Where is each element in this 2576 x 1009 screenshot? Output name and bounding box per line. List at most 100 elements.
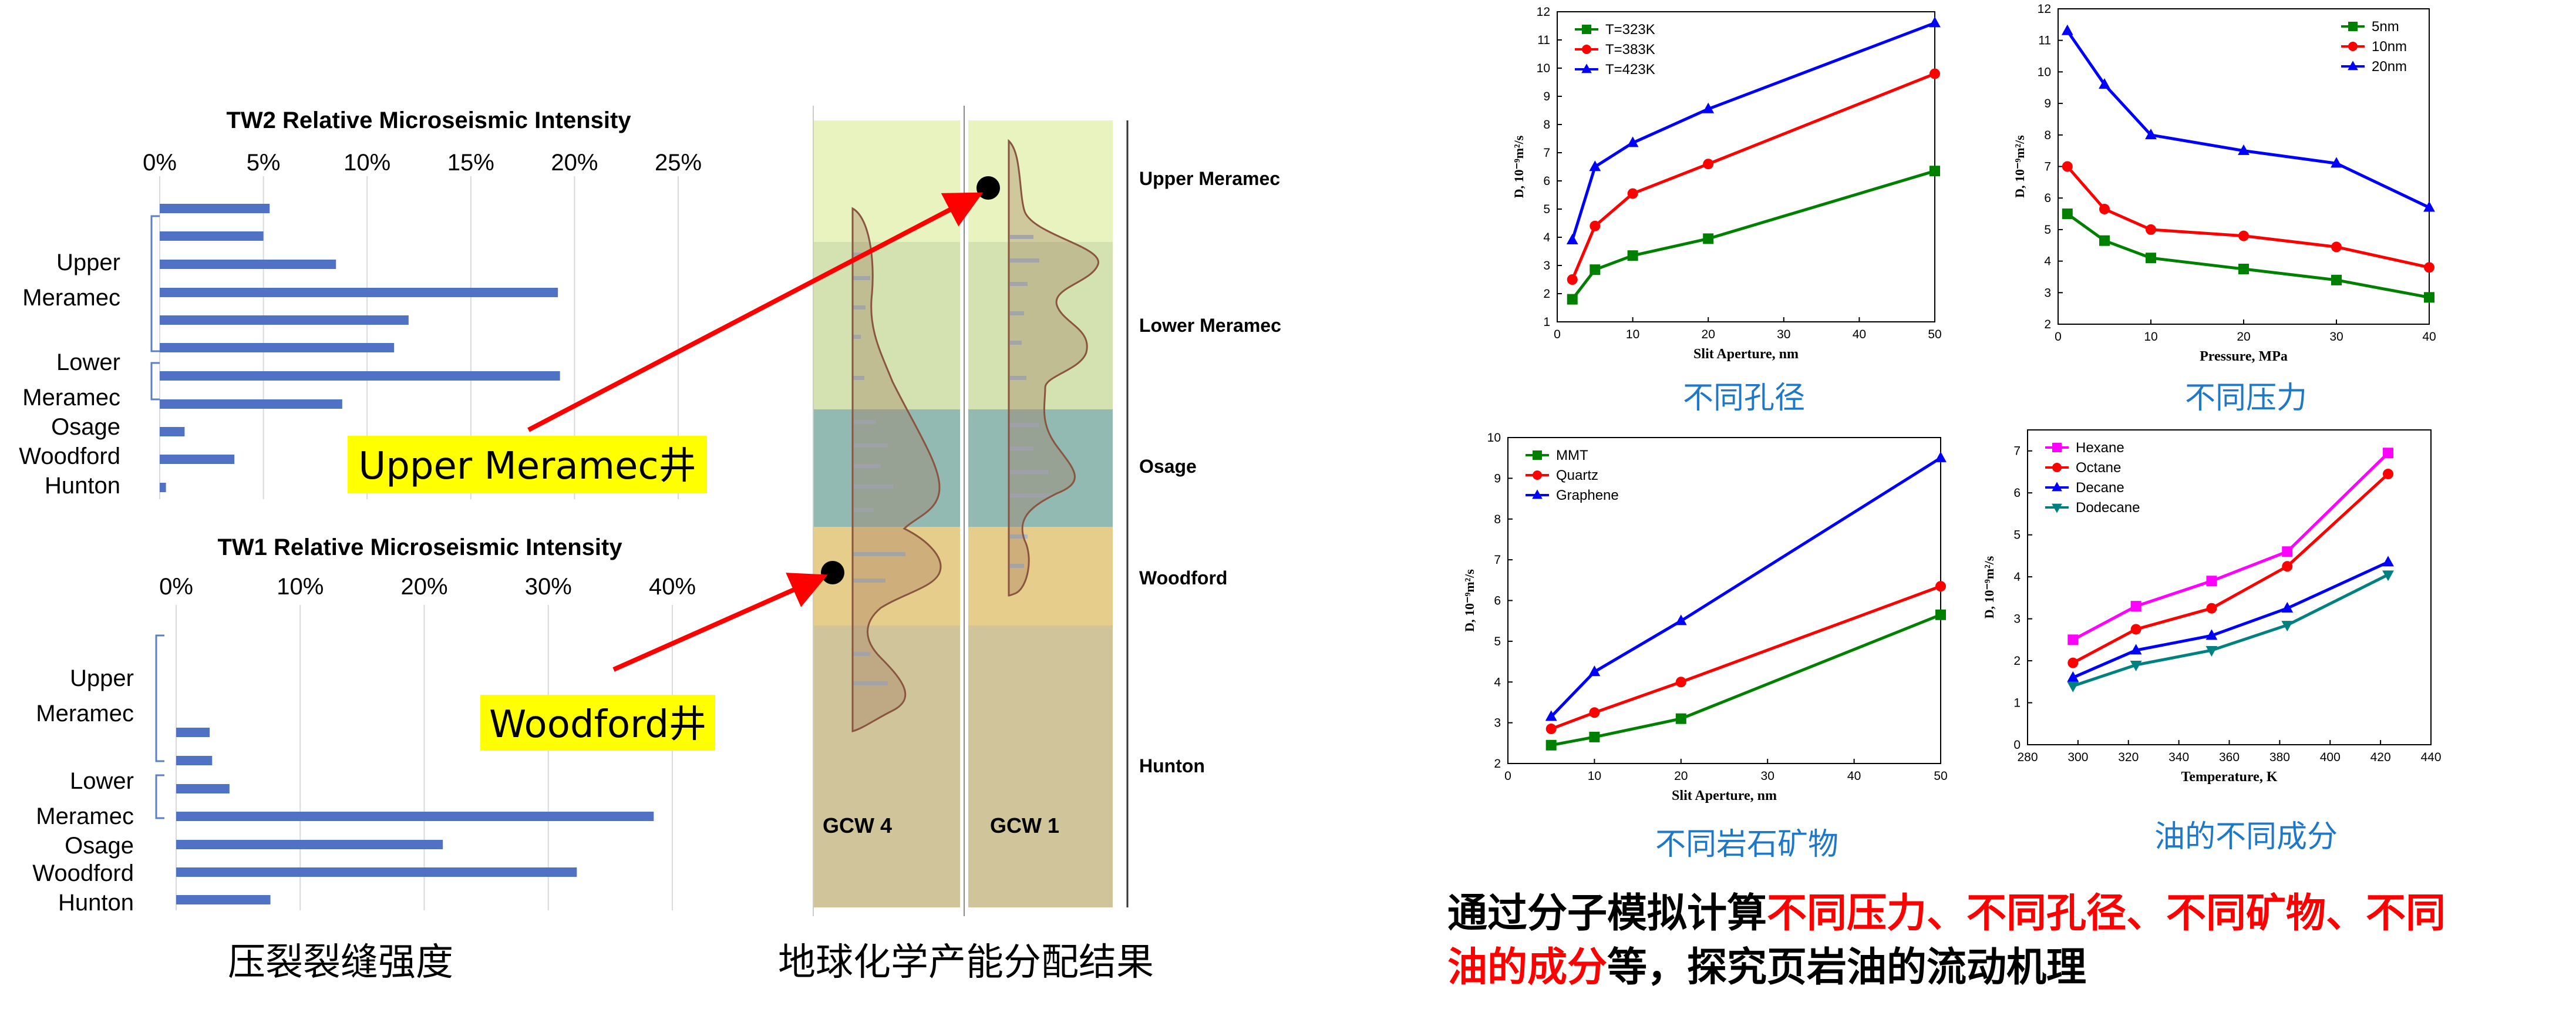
tw1-zone-label-woodford: Woodford: [32, 860, 134, 886]
data-point: [2382, 570, 2394, 581]
conclusion-red-1: 不同压力、不同孔径、不同矿物、不同: [1767, 890, 2446, 937]
x-tick-label: 40: [1853, 328, 1866, 341]
data-point: [1545, 739, 1557, 751]
x-tick-label: 30: [1761, 769, 1774, 783]
data-point: [1581, 63, 1592, 73]
data-point: [2205, 629, 2218, 640]
woodford-callout-bg: [480, 695, 715, 751]
data-point: [2331, 157, 2342, 168]
legend-label: Octane: [2076, 460, 2121, 476]
y-tick-label: 7: [1494, 553, 1501, 567]
data-point: [2067, 657, 2079, 668]
tw1-gridlines: [176, 605, 673, 910]
y-tick-label: 6: [1543, 174, 1550, 188]
series-line: [2072, 573, 2389, 688]
tw1-zone-label-meramec: Meramec: [36, 701, 134, 727]
data-point: [2282, 561, 2293, 572]
woodford-callout: Woodford井: [489, 703, 706, 746]
y-tick-label: 10: [2038, 65, 2051, 79]
data-point: [1567, 294, 1578, 305]
x-tick-label: 20: [1674, 769, 1688, 783]
data-point: [2052, 463, 2062, 472]
data-point: [1588, 665, 1601, 677]
data-point: [2130, 624, 2141, 635]
legend-label: 5nm: [2372, 19, 2399, 35]
data-point: [2067, 681, 2079, 692]
tw2-zone-label-meramec-2: Meramec: [22, 385, 120, 411]
conclusion-line-2: 油的成分等，探究页岩油的流动机理: [1447, 944, 2086, 991]
y-tick-label: 1: [1543, 315, 1550, 329]
legend-label: Quartz: [1556, 467, 1598, 483]
y-tick-label: 3: [1543, 259, 1550, 273]
x-tick-label: 440: [2420, 751, 2441, 764]
tw2-tick-label: 15%: [447, 150, 494, 176]
data-point: [2331, 241, 2342, 253]
x-tick-label: 0: [2055, 330, 2062, 344]
tw2-tick-label: 0%: [143, 150, 177, 176]
y-tick-label: 2: [2044, 318, 2051, 331]
well-label-gcw1: GCW 1: [990, 813, 1059, 838]
formation-upper-meramec: Upper Meramec: [1139, 168, 1280, 189]
tw2-zone-label-lower: Lower: [56, 349, 120, 375]
y-tick-label: 4: [1543, 231, 1550, 244]
left-caption: 压裂裂缝强度: [228, 941, 453, 984]
x-tick-label: 0: [1504, 769, 1511, 783]
series-line: [2072, 560, 2389, 679]
y-tick-label: 6: [1494, 594, 1501, 608]
y-tick-label: 5: [1543, 203, 1550, 216]
data-point: [2282, 546, 2293, 557]
y-tick-label: 10: [1487, 431, 1501, 445]
x-axis-label: Temperature, K: [2181, 769, 2278, 785]
y-tick-label: 6: [2044, 191, 2051, 205]
gcw1-allocation-curve: [1008, 139, 1099, 597]
conclusion-black-2: 等，探究页岩油的流动机理: [1607, 944, 2086, 991]
formation-hunton: Hunton: [1139, 755, 1205, 776]
tw1-tick-label: 10%: [277, 574, 324, 600]
tw2-bar: [160, 427, 185, 436]
plot-frame: [1557, 11, 1935, 322]
data-point: [2052, 482, 2062, 492]
y-axis-label: D, 10⁻⁹m²/s: [2012, 135, 2027, 198]
legend-label: Graphene: [1556, 487, 1619, 503]
data-point: [1533, 470, 1542, 480]
legend-label: T=383K: [1605, 42, 1655, 58]
tw2-bar: [160, 260, 336, 269]
data-point: [1935, 609, 1946, 620]
data-point: [2383, 448, 2394, 459]
x-tick-label: 10: [2144, 330, 2157, 344]
y-tick-label: 4: [2044, 255, 2051, 268]
y-tick-label: 12: [2038, 2, 2051, 16]
tw2-tick-label: 20%: [551, 150, 598, 176]
y-tick-label: 2: [2013, 654, 2021, 668]
data-point: [1627, 136, 1639, 147]
tw2-tick-label: 25%: [655, 150, 702, 176]
data-point: [1627, 250, 1638, 261]
data-point: [1703, 159, 1714, 170]
formation-woodford: Woodford: [1139, 567, 1227, 588]
well-label-gcw4: GCW 4: [823, 813, 892, 838]
tw2-lower-meramec-bracket: [150, 362, 160, 401]
tw1-lower-meramec-bracket: [155, 774, 164, 819]
data-point: [2067, 634, 2079, 645]
middle-caption: 地球化学产能分配结果: [778, 941, 1154, 984]
data-point: [2331, 274, 2342, 285]
tw2-bar: [160, 483, 166, 492]
legend-label: MMT: [1556, 448, 1588, 463]
legend-label: Dodecane: [2076, 500, 2140, 516]
data-point: [2130, 644, 2142, 655]
data-point: [2130, 601, 2141, 612]
data-point: [1533, 450, 1542, 460]
tw2-tick-labels: 0% 5% 10% 15% 20% 25%: [143, 150, 702, 176]
data-point: [2145, 129, 2157, 139]
legend-label: Hexane: [2076, 440, 2124, 456]
data-point: [2382, 556, 2394, 567]
y-tick-label: 1: [2013, 697, 2021, 710]
tw1-bar: [176, 812, 654, 821]
plot-frame: [1507, 437, 1941, 764]
plot-pressure: 0 10 20 30 40 2 3 4 5 6 7 8 9 10 11 12 Pressure, MPa D, 1…: [2012, 2, 2436, 364]
y-tick-label: 4: [2013, 570, 2021, 584]
x-tick-label: 40: [1847, 769, 1861, 783]
tw2-upper-meramec-bracket: [150, 215, 160, 352]
series-line: [1571, 169, 1935, 301]
series-line: [1550, 584, 1941, 731]
